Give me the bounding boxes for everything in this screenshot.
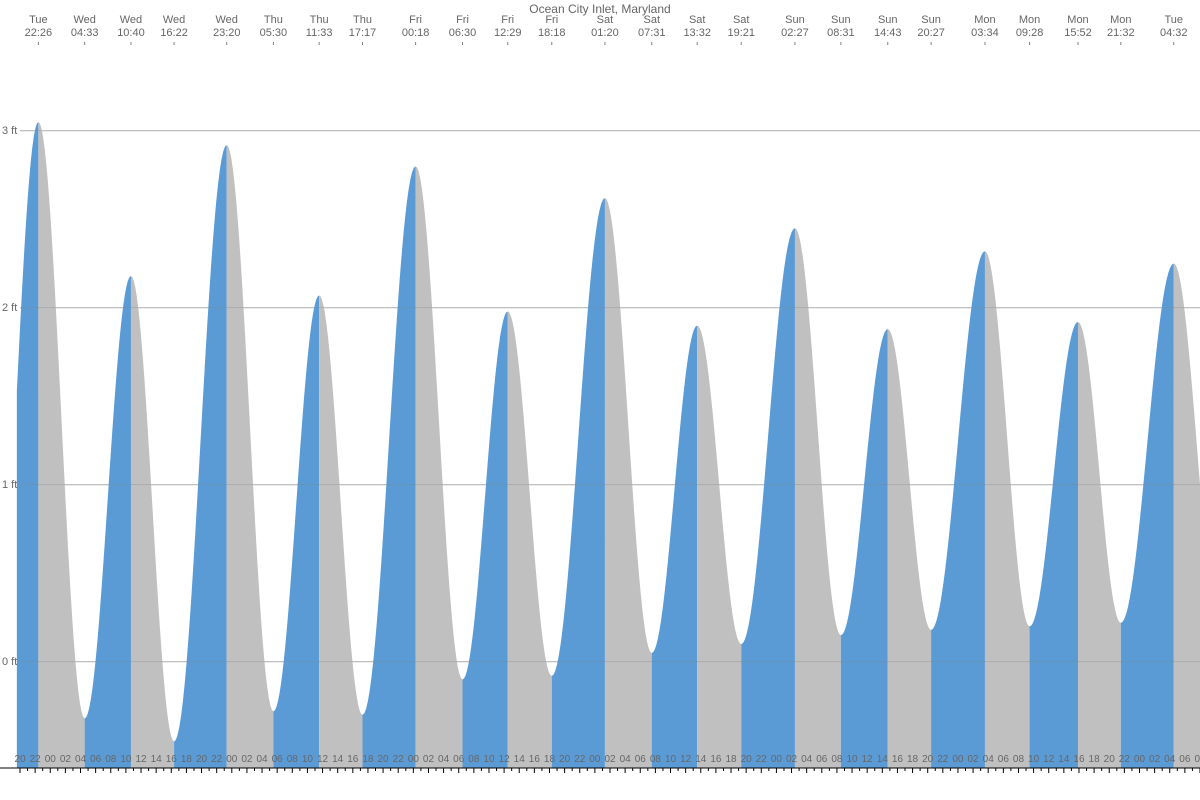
- x-tick-label: 18: [544, 754, 555, 765]
- x-tick-label: 00: [45, 754, 56, 765]
- x-tick-label: 04: [438, 754, 449, 765]
- x-tick-label: 14: [151, 754, 162, 765]
- x-tick-label: 06: [90, 754, 101, 765]
- x-tick-label: 02: [604, 754, 615, 765]
- x-tick-label: 08: [1194, 754, 1200, 765]
- x-tick-label: 06: [1179, 754, 1190, 765]
- x-tick-label: 20: [378, 754, 389, 765]
- x-tick-label: 00: [589, 754, 600, 765]
- x-tick-label: 18: [181, 754, 192, 765]
- x-tick-label: 20: [14, 754, 25, 765]
- x-tick-label: 22: [574, 754, 585, 765]
- x-tick-label: 00: [771, 754, 782, 765]
- x-tick-label: 22: [393, 754, 404, 765]
- x-tick-label: 12: [862, 754, 873, 765]
- x-tick-label: 08: [1013, 754, 1024, 765]
- x-tick-label: 12: [135, 754, 146, 765]
- x-tick-label: 12: [680, 754, 691, 765]
- x-tick-label: 04: [801, 754, 812, 765]
- x-tick-label: 16: [166, 754, 177, 765]
- x-tick-label: 22: [756, 754, 767, 765]
- x-tick-label: 12: [317, 754, 328, 765]
- tide-chart: Ocean City Inlet, Maryland Tue22:26Wed04…: [0, 0, 1200, 800]
- x-tick-label: 08: [105, 754, 116, 765]
- x-tick-label: 02: [786, 754, 797, 765]
- x-tick-label: 10: [120, 754, 131, 765]
- x-tick-label: 00: [1134, 754, 1145, 765]
- x-tick-label: 02: [1149, 754, 1160, 765]
- x-tick-label: 22: [30, 754, 41, 765]
- x-tick-label: 04: [256, 754, 267, 765]
- x-tick-label: 06: [998, 754, 1009, 765]
- x-tick-label: 14: [877, 754, 888, 765]
- x-tick-label: 20: [922, 754, 933, 765]
- x-tick-label: 20: [1104, 754, 1115, 765]
- x-tick-label: 04: [983, 754, 994, 765]
- x-tick-label: 14: [1058, 754, 1069, 765]
- x-tick-label: 00: [408, 754, 419, 765]
- x-tick-label: 02: [423, 754, 434, 765]
- x-tick-label: 08: [650, 754, 661, 765]
- x-tick-label: 16: [1073, 754, 1084, 765]
- x-tick-label: 16: [892, 754, 903, 765]
- x-tick-label: 06: [635, 754, 646, 765]
- x-tick-label: 10: [665, 754, 676, 765]
- x-tick-label: 18: [907, 754, 918, 765]
- x-tick-label: 16: [529, 754, 540, 765]
- x-tick-label: 10: [846, 754, 857, 765]
- x-tick-label: 08: [831, 754, 842, 765]
- x-tick-label: 04: [1164, 754, 1175, 765]
- x-tick-label: 14: [514, 754, 525, 765]
- x-tick-label: 06: [453, 754, 464, 765]
- x-tick-label: 06: [816, 754, 827, 765]
- x-tick-label: 14: [332, 754, 343, 765]
- x-tick-label: 06: [272, 754, 283, 765]
- x-tick-label: 16: [347, 754, 358, 765]
- x-tick-label: 02: [968, 754, 979, 765]
- x-tick-label: 12: [1043, 754, 1054, 765]
- x-tick-label: 20: [559, 754, 570, 765]
- x-tick-label: 22: [211, 754, 222, 765]
- x-tick-label: 22: [1119, 754, 1130, 765]
- x-tick-label: 00: [226, 754, 237, 765]
- x-tick-label: 08: [468, 754, 479, 765]
- x-tick-label: 04: [620, 754, 631, 765]
- x-tick-label: 18: [725, 754, 736, 765]
- y-tick-label: 2 ft: [2, 302, 17, 314]
- x-tick-label: 08: [287, 754, 298, 765]
- y-tick-label: 3 ft: [2, 125, 17, 137]
- y-tick-label: 0 ft: [2, 656, 17, 668]
- x-tick-label: 02: [60, 754, 71, 765]
- x-tick-label: 12: [499, 754, 510, 765]
- x-tick-label: 20: [196, 754, 207, 765]
- x-tick-label: 10: [483, 754, 494, 765]
- x-tick-label: 18: [1089, 754, 1100, 765]
- x-tick-label: 14: [695, 754, 706, 765]
- x-tick-label: 16: [710, 754, 721, 765]
- x-tick-label: 00: [952, 754, 963, 765]
- x-tick-label: 10: [302, 754, 313, 765]
- x-tick-label: 22: [937, 754, 948, 765]
- x-tick-label: 02: [241, 754, 252, 765]
- y-tick-label: 1 ft: [2, 479, 17, 491]
- x-tick-label: 04: [75, 754, 86, 765]
- x-tick-label: 18: [362, 754, 373, 765]
- x-tick-label: 20: [741, 754, 752, 765]
- tide-plot-svg: [0, 0, 1200, 800]
- x-tick-label: 10: [1028, 754, 1039, 765]
